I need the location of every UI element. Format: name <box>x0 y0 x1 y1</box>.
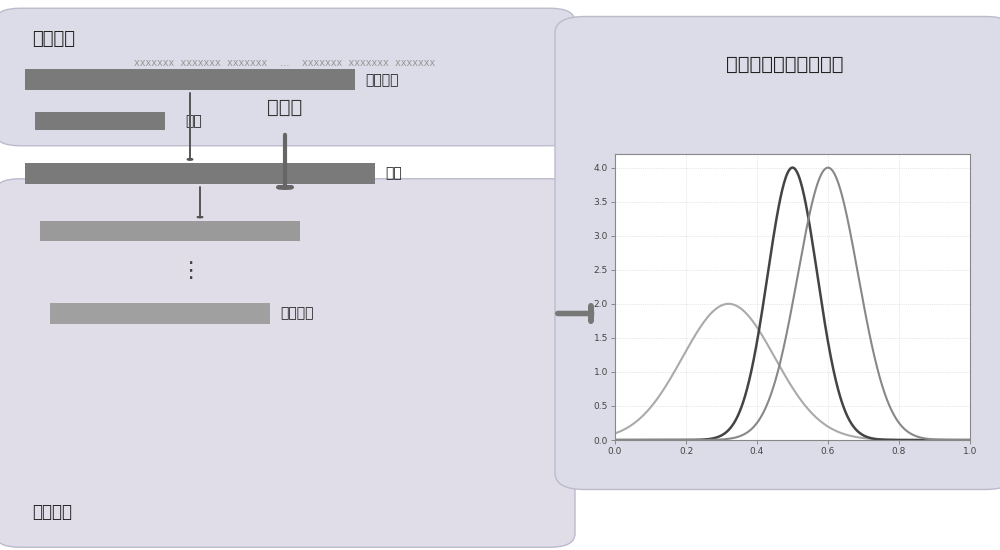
Bar <box>25 163 375 184</box>
Text: 原始数据: 原始数据 <box>365 73 398 87</box>
Text: 预处理: 预处理 <box>267 98 303 117</box>
Text: 特征学习: 特征学习 <box>32 503 72 521</box>
FancyBboxPatch shape <box>0 179 575 547</box>
Bar <box>40 221 300 241</box>
Text: xxxxxxx  xxxxxxx  xxxxxxx    …    xxxxxxx  xxxxxxx  xxxxxxx: xxxxxxx xxxxxxx xxxxxxx … xxxxxxx xxxxxx… <box>134 58 436 68</box>
Bar <box>25 69 355 90</box>
Text: ⋮: ⋮ <box>179 261 201 280</box>
FancyBboxPatch shape <box>0 8 575 146</box>
Text: 高斯混合模型评价方法: 高斯混合模型评价方法 <box>726 55 844 74</box>
Text: 体测数据: 体测数据 <box>32 30 75 48</box>
Text: 卷积: 卷积 <box>185 114 202 128</box>
Text: 池化: 池化 <box>385 166 402 180</box>
Bar <box>35 112 165 130</box>
Text: 特征结果: 特征结果 <box>280 306 314 321</box>
FancyBboxPatch shape <box>555 16 1000 490</box>
Bar <box>50 303 270 324</box>
